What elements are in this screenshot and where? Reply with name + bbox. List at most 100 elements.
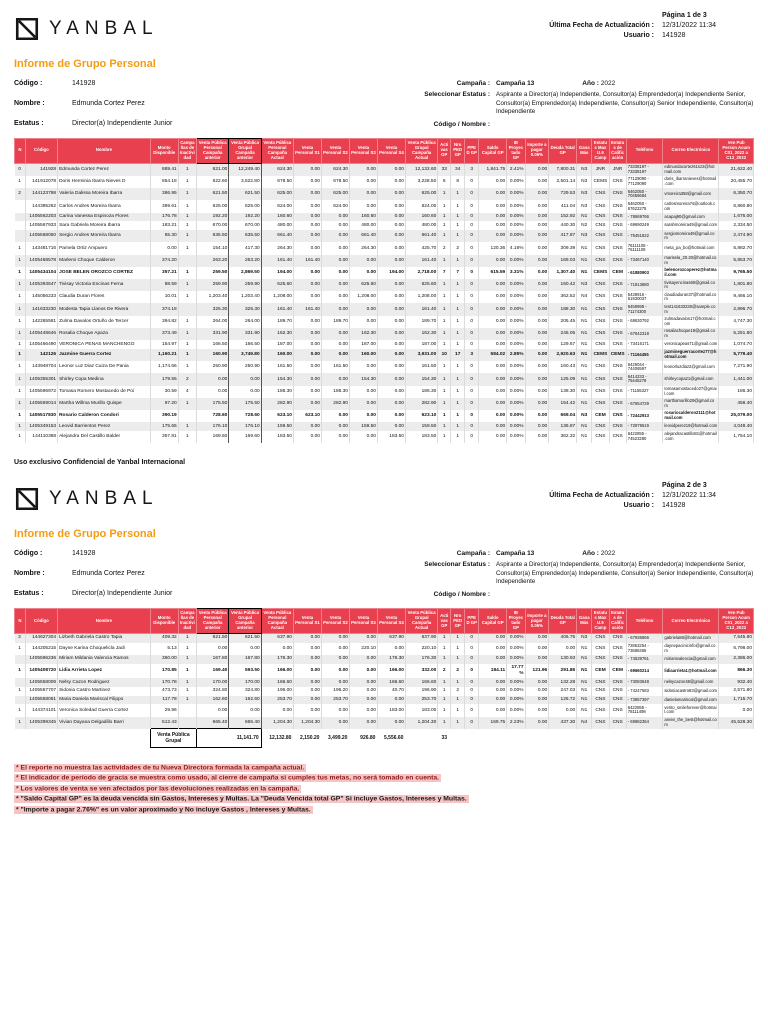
cell-nombre: Pamela Ortiz Ampuero (57, 242, 151, 255)
totals-anterior: 11,141.70 (196, 728, 262, 749)
cell-deuda_total_gp: 126.72 (548, 695, 578, 705)
cell-pped_gp: 0 (464, 686, 480, 696)
table-row: 1 1405399345 Vivian Dayana Delgadillo Barr… (14, 716, 754, 729)
cell-monto_disponible: 357.81 (150, 430, 179, 444)
cell-venta_s2: 282.90 (321, 397, 350, 410)
cell-nro_ped_gp: 7 (450, 266, 466, 280)
table-row: 1 141633230 Modesta Tapia Llanos De Rivera… (14, 303, 754, 316)
cell-venta_s2: 161.50 (321, 361, 350, 374)
footnotes: * El reporte no muestra las actividades … (14, 763, 754, 814)
cell-saldo_capital_gp: 120.36 (478, 242, 508, 255)
cell-n: 1 (14, 315, 26, 328)
cell-estatus_max_u6: CNS (591, 695, 610, 705)
column-header-vpg_campana_actual: Venta Pública Grupal Campaña Actual (404, 138, 439, 164)
cell-correo_electronico: carlosmoreira7s@outlook.com (662, 200, 720, 213)
table-row: 1 142265581 Zulma Davalos Ortuño de Tercer… (14, 315, 754, 328)
column-header-activas_gp: Activas GP (437, 138, 452, 164)
codigo-nombre-label: Código / Nombre : (433, 121, 490, 129)
cell-correo_electronico: lidiaarrieta1@hotmail.com (662, 663, 720, 679)
cell-deuda_total_gp: 0.00 (548, 704, 578, 717)
cell-vpp_campana_actual: 176.30 (261, 654, 294, 664)
cell-estatus_calificacion: CNS (609, 633, 627, 643)
cell-estatus_calificacion: CNS (609, 704, 627, 717)
column-header-ven_pub_person_acum: Ven Pub Person Acum C01_2022 a C13_2022 (718, 608, 754, 634)
cell-monto_disponible: 390.19 (150, 409, 179, 423)
cell-nro_ped_gp: 1 (450, 678, 466, 687)
footnote-line: * El reporte no muestra las actividades … (14, 763, 754, 772)
cell-nombre: Modesta Tapia Llanos De Rivera (57, 303, 151, 316)
cell-activas_gp: 1 (437, 704, 452, 717)
cell-n: 1 (14, 422, 26, 431)
cell-venta_s4: 166.00 (377, 663, 406, 679)
cell-gana_mas: N2 (576, 221, 593, 231)
cell-activas_gp: 1 (437, 633, 452, 643)
cell-correo_electronico: acapaj90@gmail.com (662, 212, 720, 222)
cell-vpp_campana_actual: 625.00 (261, 188, 294, 201)
cell-saldo_capital_gp: 0.00 (478, 221, 508, 231)
table-row: 1 143481716 Pamela Ortiz Ampuero 0.00 1 154.1… (14, 242, 754, 255)
cell-estatus_max_u6: CNS (591, 704, 610, 717)
cell-ib_proyectado_gp: 0.00% (506, 200, 526, 213)
cell-deuda_total_gp: 406.75 (548, 633, 578, 643)
cell-estatus_calificacion: CNS (609, 200, 627, 213)
table-row: 1405562203 Carina Vanessa Espinoza Flores… (14, 212, 754, 222)
cell-n: 1 (14, 397, 26, 410)
cell-estatus_calificacion: CNS (609, 430, 627, 444)
cell-activas_gp: 10 (437, 348, 452, 362)
cell-venta_s4: 0.00 (377, 361, 406, 374)
cell-pped_gp: 0 (464, 678, 480, 687)
cell-vpg_campana_anterior: 12,249.40 (228, 163, 262, 176)
cell-vpg_campana_anterior: 162.60 (228, 695, 262, 705)
table-row: 1 141912078 Doris Herminia Ibarra Nieves D… (14, 175, 754, 189)
cell-venta_s3: 264.30 (349, 242, 378, 255)
cell-ven_pub_person_acum: 1,715.70 (718, 695, 754, 705)
cell-nro_ped_gp: 34 (450, 163, 466, 176)
cell-ib_proyectado_gp: 0.00% (506, 704, 526, 717)
codigo-nombre-value (496, 591, 754, 598)
cell-venta_s4: 637.90 (377, 633, 406, 643)
cell-codigo: 145056233 (25, 291, 59, 304)
cell-saldo_capital_gp: 0.00 (478, 361, 508, 374)
cell-vpg_campana_actual: 332.00 (405, 663, 439, 679)
cell-gana_mas: N1 (576, 686, 593, 696)
cell-codigo: 141912078 (25, 175, 59, 189)
column-header-nro_ped_gp: Nro PED GP (450, 608, 466, 634)
table-header-row: N Código Nombre Monto Disponible Campañas de… (14, 608, 754, 634)
cell-vpg_campana_actual: 625.00 (405, 188, 439, 201)
cell-vpg_campana_actual: 637.90 (405, 633, 439, 643)
cell-venta_s3: 0.00 (349, 704, 378, 717)
cell-campanas_inactividad: 1 (178, 633, 198, 643)
cell-venta_s2: 0.00 (321, 242, 350, 255)
meta-block: Página 1 de 3 Última Fecha de Actualizac… (549, 12, 754, 39)
cell-codigo: 1405596972 (25, 385, 59, 398)
cell-codigo: 144205215 (25, 642, 59, 655)
cell-n: 1 (14, 348, 26, 362)
cell-n: 1 (14, 303, 26, 316)
cell-gana_mas: N1 (576, 397, 593, 410)
cell-venta_s3: 625.60 (349, 279, 378, 292)
cell-vpg_campana_actual: 2,718.00 (405, 266, 439, 280)
cell-n (14, 654, 26, 664)
cell-correo_electronico: zulmadavalos17@hotmail.com (662, 315, 720, 328)
cell-saldo_capital_gp: 0.00 (478, 327, 508, 341)
column-header-ib_proyectado_gp: IB Proyectado GP (506, 138, 526, 164)
cell-pped_gp: 0 (464, 200, 480, 213)
cell-nro_ped_gp: 2 (450, 686, 466, 696)
cell-venta_s3: 0.00 (349, 188, 378, 201)
cell-venta_s4: 0.00 (377, 163, 406, 176)
cell-campanas_inactividad: 1 (178, 422, 198, 431)
info-block: Código : 141928 Nombre : Edmunda Cortez … (14, 550, 754, 598)
nombre-value: Edmunda Cortez Perez (72, 570, 145, 578)
cell-codigo: 1405596236 (25, 654, 59, 664)
cell-vpp_campana_anterior: 331.90 (196, 327, 230, 341)
cell-vpg_campana_actual: 625.60 (405, 279, 439, 292)
cell-saldo_capital_gp: 0.00 (478, 695, 508, 705)
cell-estatus_calificacion: CNS (609, 385, 627, 398)
cell-nombre: JOSE BELEN OROZCO CORTEZ (57, 266, 151, 280)
cell-activas_gp: 1 (437, 373, 452, 386)
cell-vpg_campana_actual: 661.40 (405, 230, 439, 243)
cell-venta_s3: 0.00 (349, 361, 378, 374)
cell-pped_gp: 0 (464, 212, 480, 222)
cell-venta_s2: 0.00 (321, 704, 350, 717)
cell-nombre: VERONICA PENAS MANCHENGO (57, 340, 151, 349)
